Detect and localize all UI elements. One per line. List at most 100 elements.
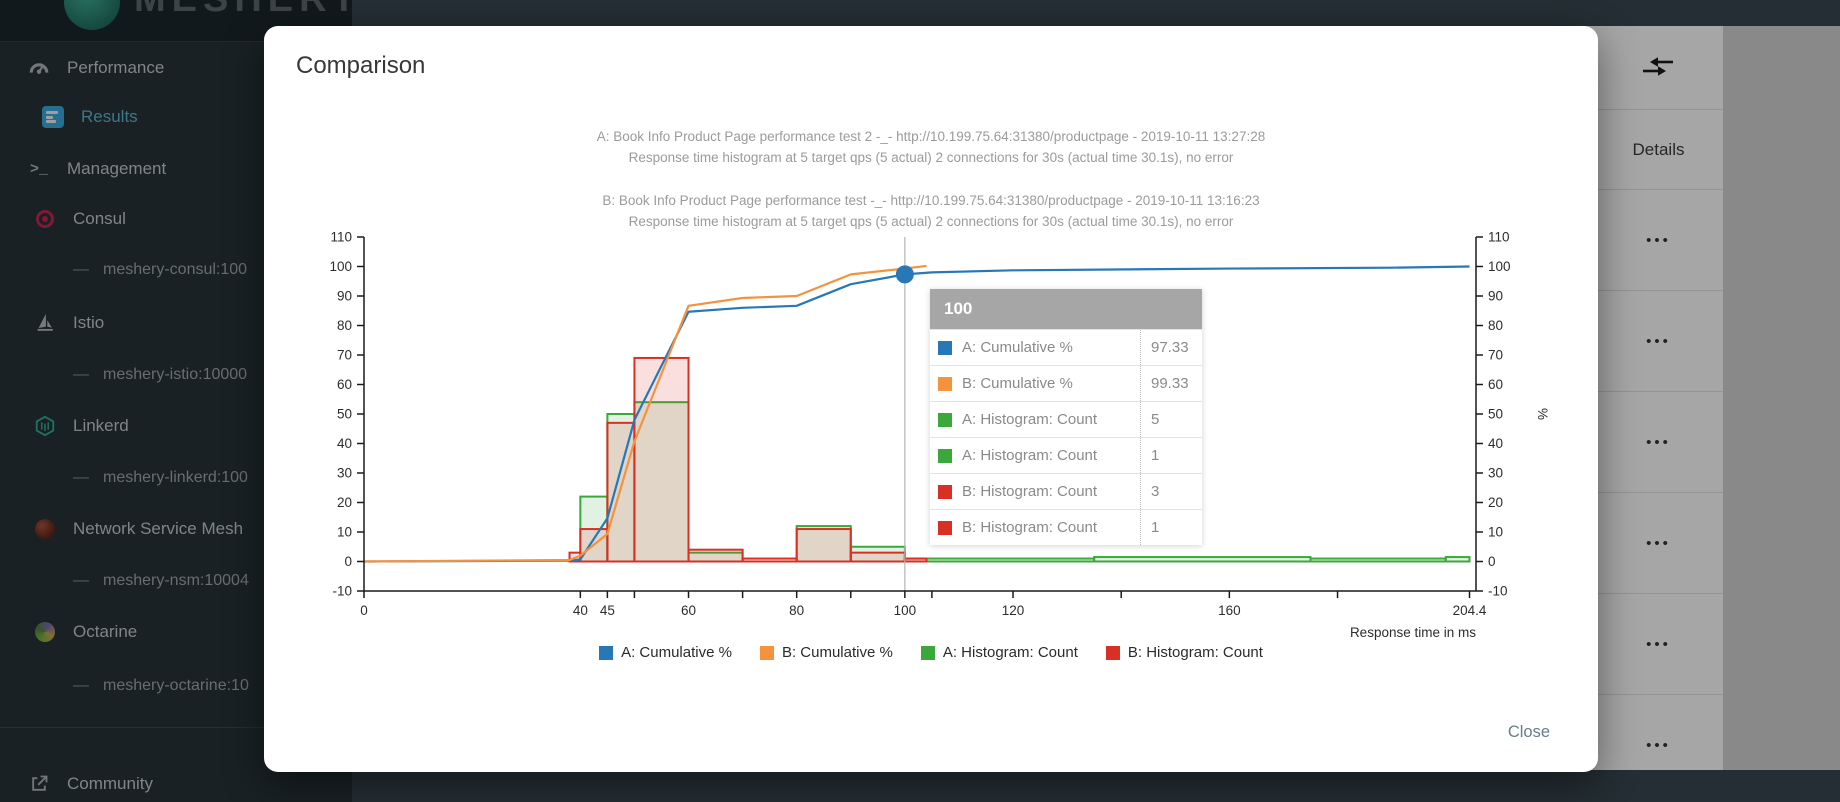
legend-label: A: Cumulative % [621,644,732,661]
y-axis-title: % [1535,408,1550,420]
y-tick-label-left: 110 [330,230,352,245]
sidebar-item-meshery-linkerd[interactable]: — meshery-linkerd:100 [0,461,352,495]
close-button[interactable]: Close [1500,717,1558,748]
y-tick-label-right: 80 [1488,318,1503,333]
series-swatch-icon [938,448,952,463]
tooltip-row: B: Histogram: Count 3 [930,473,1202,509]
tooltip-series-value: 3 [1140,474,1202,509]
sidebar-item-consul[interactable]: Consul [0,202,352,236]
sidebar-item-label: Linkerd [73,416,129,435]
histogram-bucket [1444,556,1471,563]
y-tick-label-left: 80 [337,318,352,333]
tooltip-series-label: B: Histogram: Count [962,519,1098,536]
chart-legend: A: Cumulative % B: Cumulative % A: Histogr… [264,644,1598,661]
dash-bullet: — [73,366,89,383]
tooltip-series-value: 5 [1140,402,1202,437]
sidebar-item-istio[interactable]: Istio [0,306,352,340]
y-tick-label-right: 30 [1488,466,1503,481]
sidebar-item-meshery-istio[interactable]: — meshery-istio:10000 [0,358,352,392]
x-tick-label: 80 [789,603,804,618]
sidebar-item-label: Network Service Mesh [73,519,244,538]
tooltip-series-value: 99.33 [1140,366,1202,401]
x-tick-label: 60 [681,603,696,618]
legend-swatch-icon [599,645,614,660]
y-tick-label-right: 10 [1488,525,1503,540]
x-tick-label: 160 [1218,603,1241,618]
sidebar-item-label: Consul [73,209,126,228]
histogram-bucket [903,557,928,563]
series-swatch-icon [938,340,952,355]
histogram-bucket [903,557,1096,563]
sidebar-item-label: meshery-octarine:10 [103,677,249,694]
y-tick-label-right: 50 [1488,407,1503,422]
row-menu-button[interactable]: ••• [1646,737,1671,754]
row-menu-button[interactable]: ••• [1646,232,1671,249]
tooltip-series-value: 1 [1140,438,1202,473]
sidebar-item-meshery-nsm[interactable]: — meshery-nsm:10004 [0,564,352,598]
sidebar-item-performance[interactable]: Performance [0,51,352,85]
histogram-bucket [606,421,636,563]
row-menu-button[interactable]: ••• [1646,535,1671,552]
sidebar-item-meshery-consul[interactable]: — meshery-consul:100 [0,253,352,287]
sidebar-item-results[interactable]: Results [0,100,352,134]
histogram-bucket [633,401,690,563]
tooltip-header: 100 [930,289,1202,329]
chart-header-b-line1: B: Book Info Product Page performance te… [602,193,1260,208]
consul-icon [33,207,57,231]
series-swatch-icon [938,520,952,535]
x-tick-label: 100 [894,603,917,618]
legend-item[interactable]: B: Histogram: Count [1105,644,1263,661]
compare-arrows-icon[interactable] [1641,54,1675,83]
sidebar-item-label: meshery-linkerd:100 [103,469,248,486]
sidebar-item-meshery-octarine[interactable]: — meshery-octarine:10 [0,669,352,703]
chart-header-b-line2: Response time histogram at 5 target qps … [628,214,1234,229]
sidebar-item-linkerd[interactable]: Linkerd [0,409,352,443]
legend-label: B: Histogram: Count [1127,644,1263,661]
octarine-icon [33,620,57,644]
legend-label: B: Cumulative % [781,644,893,661]
sidebar-item-label: Octarine [73,622,138,641]
y-tick-label-left: -10 [332,584,352,599]
sidebar-item-octarine[interactable]: Octarine [0,615,352,649]
row-menu-button[interactable]: ••• [1646,333,1671,350]
x-tick-label: 120 [1002,603,1025,618]
sidebar-item-label: Istio [73,313,105,332]
dash-bullet: — [73,677,89,694]
tooltip-series-value: 1 [1140,510,1202,545]
sidebar-item-network-service-mesh[interactable]: Network Service Mesh [0,512,352,546]
cumulative-line-a [363,265,1470,563]
histogram-bucket [1309,557,1447,563]
histogram-bucket [1093,556,1312,563]
legend-item[interactable]: B: Cumulative % [759,644,893,661]
tooltip-series-label: A: Cumulative % [962,339,1073,356]
gauge-icon [27,56,51,80]
tooltip-series-label: A: Histogram: Count [962,411,1098,428]
histogram-bucket [687,548,744,563]
x-tick-label: 0 [360,603,368,618]
terminal-icon: >_ [29,160,48,178]
sidebar-item-label: Results [81,107,138,126]
y-tick-label-right: 110 [1488,230,1510,245]
sidebar-item-community[interactable]: Community [0,767,352,801]
histogram-bucket [633,356,690,563]
tooltip-row: A: Histogram: Count 5 [930,401,1202,437]
row-menu-button[interactable]: ••• [1646,434,1671,451]
chart-tooltip: 100 A: Cumulative % 97.33 B: Cumulative % 9… [930,289,1202,545]
legend-item[interactable]: A: Histogram: Count [920,644,1078,661]
tooltip-series-value: 97.33 [1140,330,1202,365]
comparison-modal: Comparison A: Book Info Product Page per… [264,26,1598,772]
histogram-bucket [795,528,852,563]
y-tick-label-right: 40 [1488,436,1503,451]
sidebar-item-label: Performance [67,58,165,77]
dash-bullet: — [73,469,89,486]
y-tick-label-right: 100 [1488,259,1511,274]
sidebar-item-management[interactable]: >_ Management [0,152,352,186]
y-tick-label-left: 30 [337,466,352,481]
y-tick-label-right: 0 [1488,554,1496,569]
row-menu-button[interactable]: ••• [1646,636,1671,653]
series-swatch-icon [938,376,952,391]
istio-icon [33,311,57,335]
legend-item[interactable]: A: Cumulative % [599,644,732,661]
chart-headers: A: Book Info Product Page performance te… [351,126,1511,232]
